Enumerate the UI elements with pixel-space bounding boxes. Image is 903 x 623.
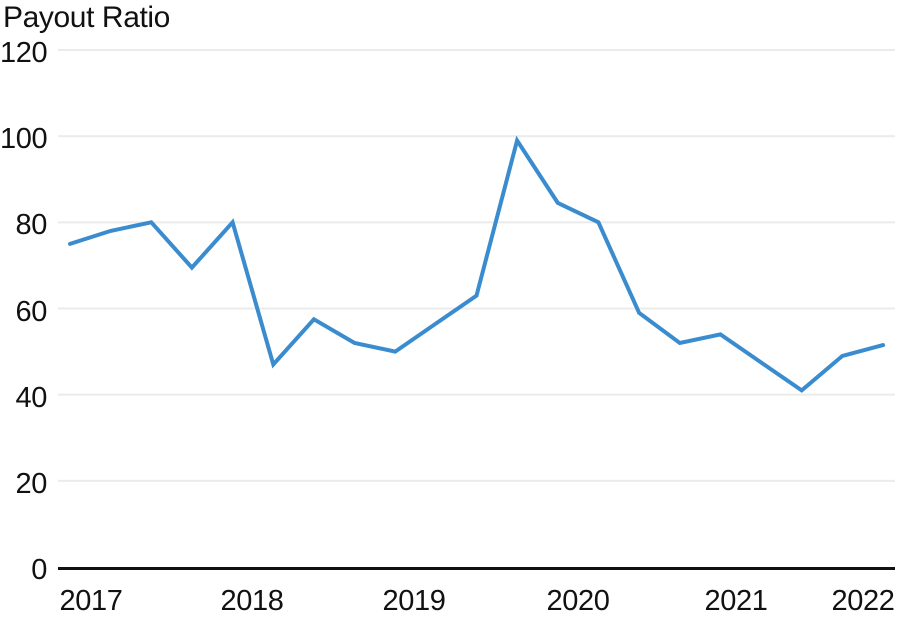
y-tick-label: 60 [15, 295, 48, 328]
x-tick-label: 2022 [831, 585, 895, 617]
payout-ratio-line-series [68, 135, 885, 393]
x-tick-label: 2020 [546, 585, 610, 617]
x-tick-label: 2019 [382, 585, 446, 617]
y-tick-label: 40 [15, 381, 48, 414]
x-tick-label: 2018 [220, 585, 284, 617]
y-tick-label: 120 [0, 37, 48, 69]
x-tick-label: 2017 [59, 585, 123, 617]
y-tick-label: 0 [31, 554, 47, 586]
y-tick-label: 100 [0, 123, 48, 156]
x-tick-label: 2021 [704, 585, 768, 617]
y-tick-label: 20 [15, 467, 48, 500]
y-tick-label: 80 [15, 209, 48, 242]
chart-title: Payout Ratio [3, 1, 170, 34]
